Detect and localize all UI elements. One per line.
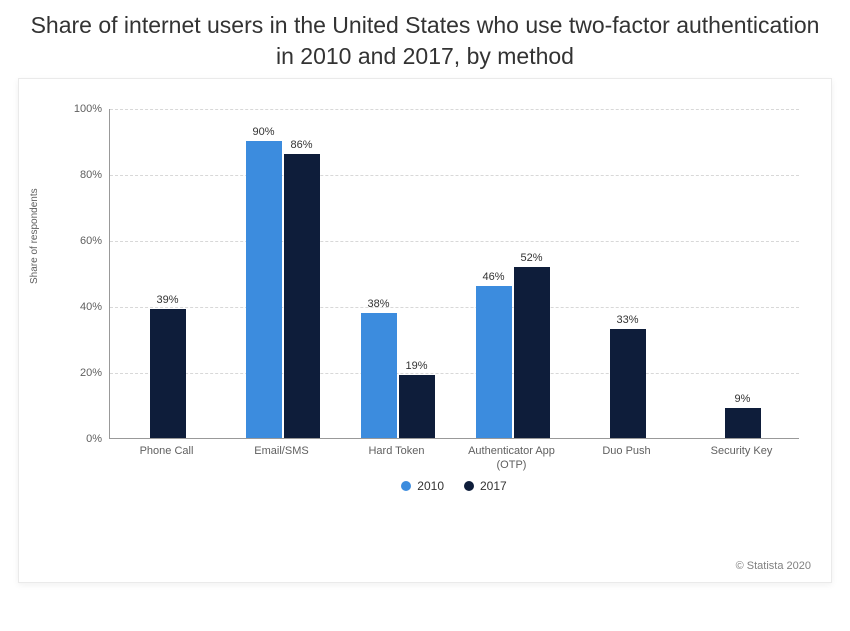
y-tick-label: 20% bbox=[80, 367, 102, 379]
y-tick-label: 40% bbox=[80, 301, 102, 313]
bar-value-label: 9% bbox=[735, 393, 751, 408]
bar-value-label: 52% bbox=[520, 252, 542, 267]
bar: 52% bbox=[514, 267, 550, 439]
x-axis-labels: Phone Call Email/SMS Hard Token Authenticat… bbox=[109, 441, 799, 475]
bar: 19% bbox=[399, 375, 435, 438]
legend-item: 2017 bbox=[464, 479, 507, 493]
x-tick-label: Authenticator App (OTP) bbox=[457, 445, 566, 473]
bar-value-label: 90% bbox=[252, 126, 274, 141]
chart-title: Share of internet users in the United St… bbox=[0, 0, 850, 78]
legend-label: 2010 bbox=[417, 479, 444, 493]
chart-card: Share of respondents 0% 20% 40% 60% 80% 100% 3… bbox=[18, 78, 832, 583]
bar-value-label: 39% bbox=[156, 294, 178, 309]
bar: 86% bbox=[284, 154, 320, 438]
x-tick-label: Hard Token bbox=[342, 445, 451, 459]
y-tick-label: 60% bbox=[80, 235, 102, 247]
bar-group: 9% bbox=[685, 109, 800, 438]
bar: 90% bbox=[246, 141, 282, 438]
bar: 9% bbox=[725, 408, 761, 438]
x-tick-label: Email/SMS bbox=[227, 445, 336, 459]
legend-swatch bbox=[401, 481, 411, 491]
bar-group: 38%19% bbox=[340, 109, 455, 438]
bar: 39% bbox=[150, 309, 186, 438]
bar-group: 90%86% bbox=[225, 109, 340, 438]
legend-label: 2017 bbox=[480, 479, 507, 493]
legend-swatch bbox=[464, 481, 474, 491]
y-axis-title: Share of respondents bbox=[29, 188, 40, 284]
bar-value-label: 33% bbox=[616, 314, 638, 329]
bar: 46% bbox=[476, 286, 512, 438]
bar-value-label: 46% bbox=[482, 271, 504, 286]
x-tick-label: Duo Push bbox=[572, 445, 681, 459]
bar-value-label: 19% bbox=[405, 360, 427, 375]
bar-value-label: 38% bbox=[367, 298, 389, 313]
bar-group: 39% bbox=[110, 109, 225, 438]
bar-group: 46%52% bbox=[455, 109, 570, 438]
plot-area: 0%20%40%60%80%100%39%90%86%38%19%46%52%3… bbox=[109, 109, 799, 439]
x-tick-label: Security Key bbox=[687, 445, 796, 459]
bar: 33% bbox=[610, 329, 646, 438]
y-tick-label: 0% bbox=[86, 433, 102, 445]
legend-item: 2010 bbox=[401, 479, 444, 493]
y-tick-label: 80% bbox=[80, 169, 102, 181]
bar-group: 33% bbox=[570, 109, 685, 438]
copyright-text: © Statista 2020 bbox=[736, 560, 811, 572]
bar: 38% bbox=[361, 313, 397, 438]
legend: 2010 2017 bbox=[109, 479, 799, 494]
bar-value-label: 86% bbox=[290, 139, 312, 154]
y-tick-label: 100% bbox=[74, 103, 102, 115]
x-tick-label: Phone Call bbox=[112, 445, 221, 459]
